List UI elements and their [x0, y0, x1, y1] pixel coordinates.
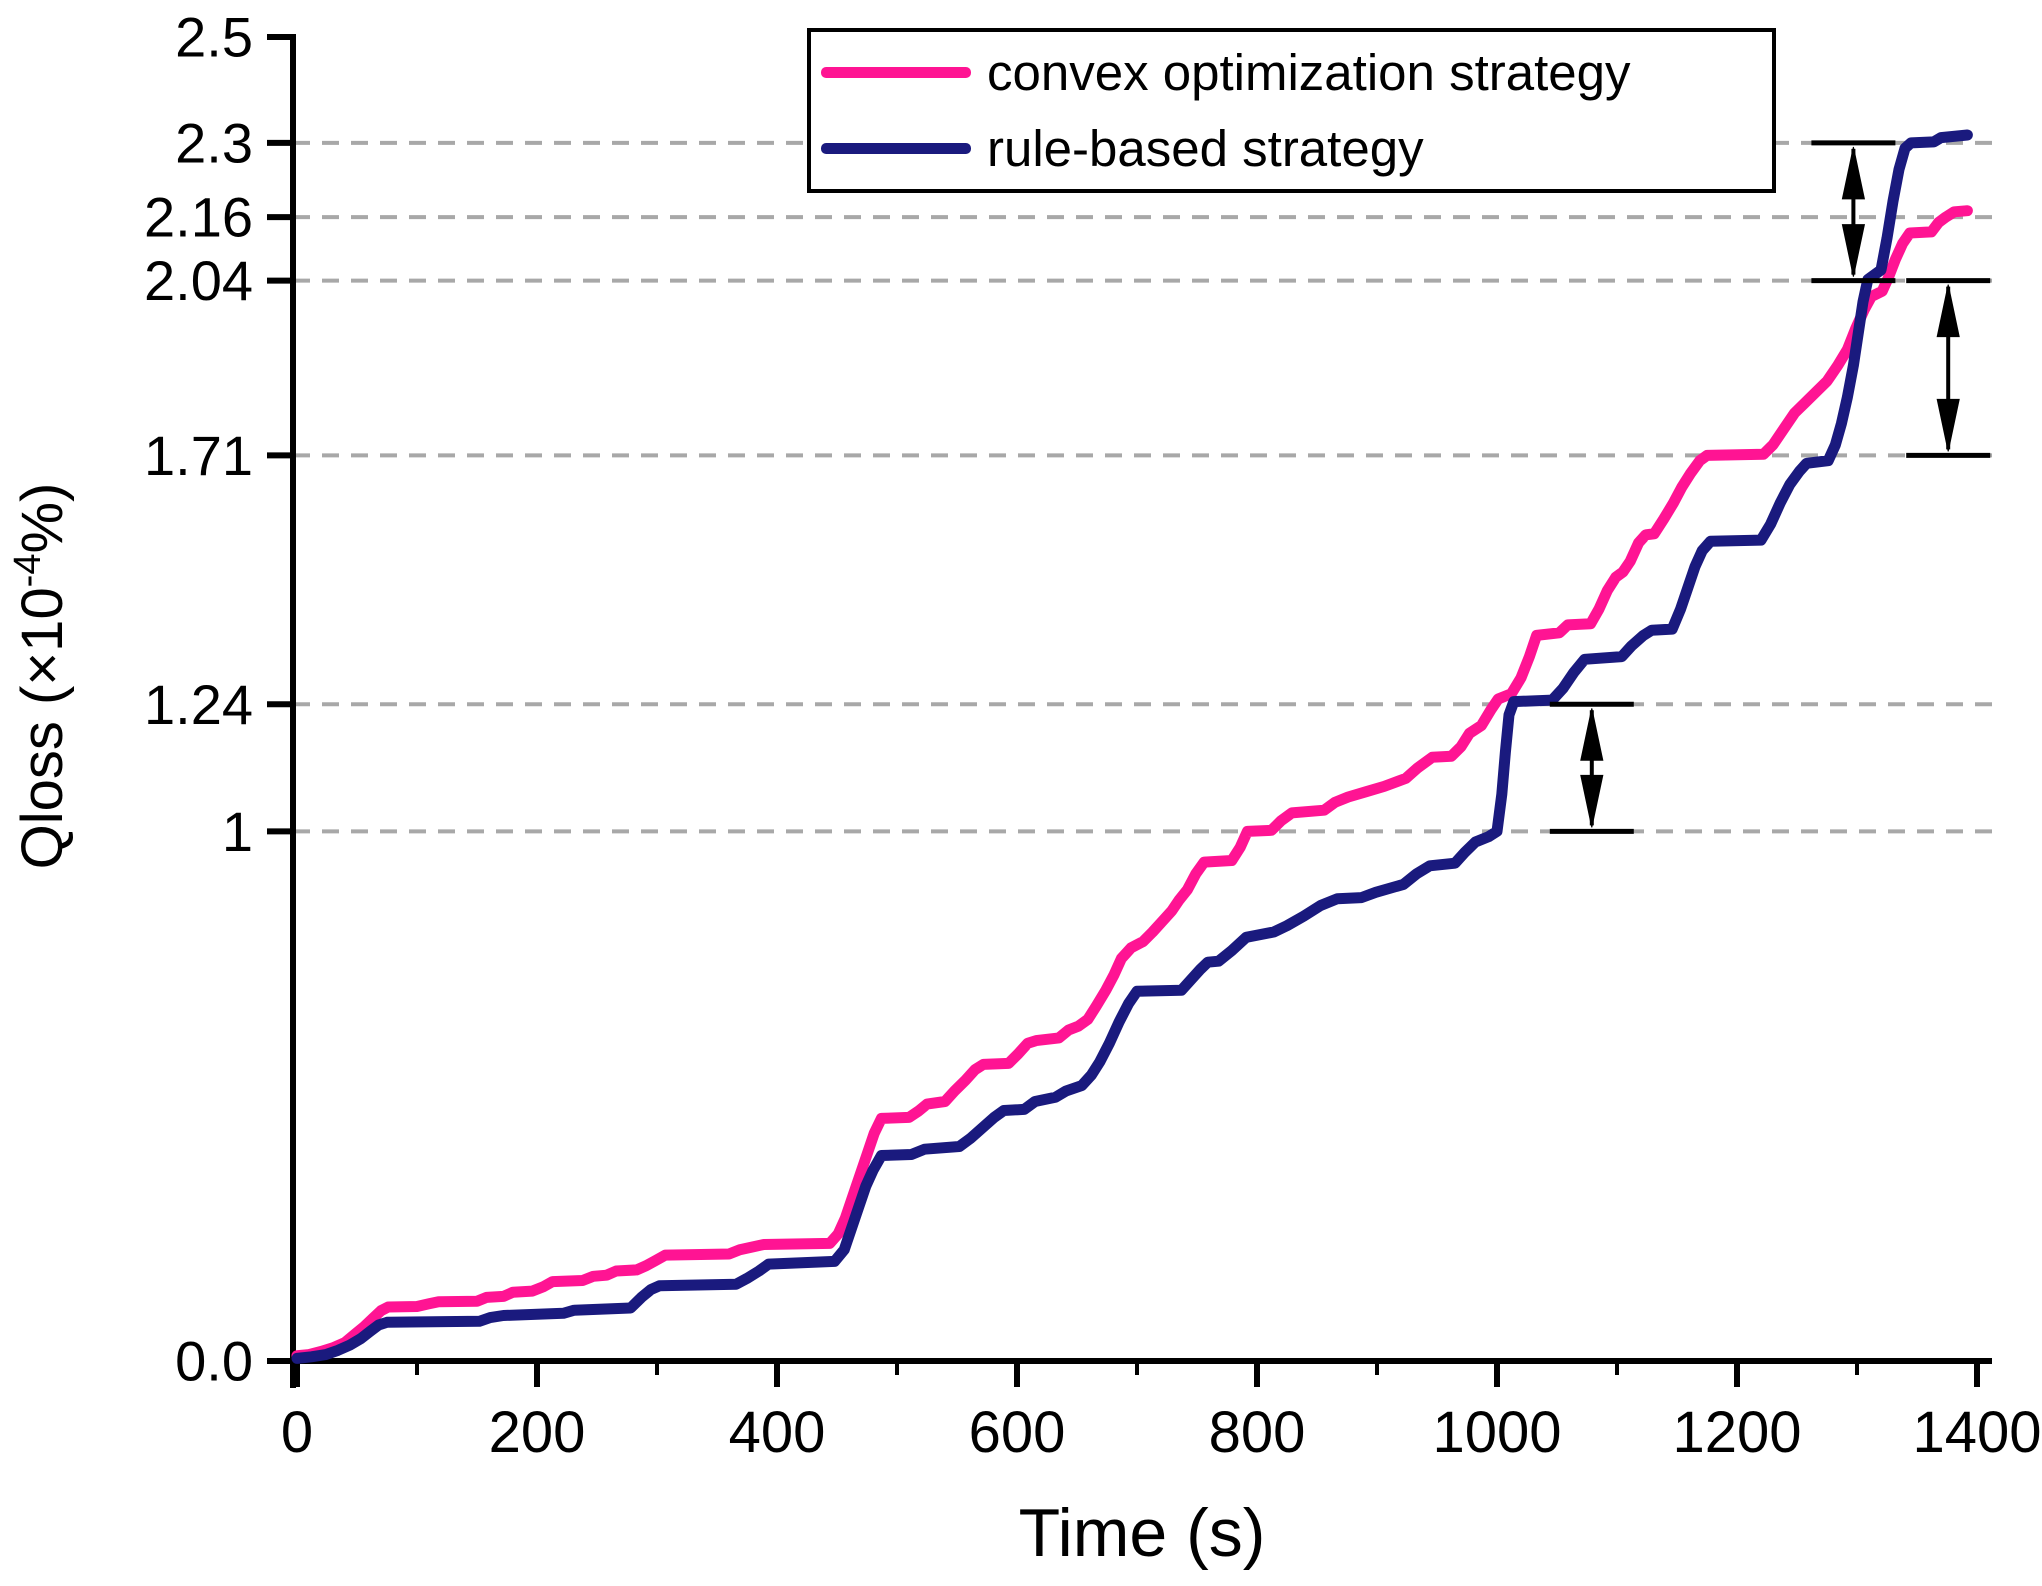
y-tick-label-1.71: 1.71	[144, 424, 253, 487]
legend: convex optimization strategy rule-based …	[807, 28, 1776, 193]
y-tick-label-2.5: 2.5	[175, 6, 253, 69]
gridlines	[293, 140, 1992, 834]
range-arrow-1	[1811, 140, 1896, 284]
legend-label-rule-based: rule-based strategy	[987, 120, 1424, 177]
legend-row-convex: convex optimization strategy	[811, 35, 1772, 111]
y-tick-label-2.3: 2.3	[175, 111, 253, 174]
y-tick-label-2.16: 2.16	[144, 186, 253, 249]
x-axis-title: Time (s)	[1019, 1495, 1266, 1571]
legend-row-rule-based: rule-based strategy	[811, 111, 1772, 187]
x-tick-label-200: 200	[489, 1400, 586, 1465]
legend-label-convex: convex optimization strategy	[987, 44, 1631, 101]
x-tick-label-1000: 1000	[1432, 1400, 1561, 1465]
arrowhead-down	[1936, 398, 1960, 452]
y-ticks: 0.0 1 1.24 1.71 2.042.16 2.3 2.5	[144, 6, 293, 1393]
x-tick-label-1400: 1400	[1912, 1400, 2041, 1465]
arrowhead-up	[1580, 708, 1604, 761]
y-tick-label-2.04: 2.04	[144, 249, 253, 312]
x-tick-label-800: 800	[1209, 1400, 1306, 1465]
y-axis-title: Qloss (×10-4%)	[7, 483, 75, 870]
x-tick-label-1200: 1200	[1672, 1400, 1801, 1465]
range-arrow-2	[1906, 278, 1991, 458]
x-ticks: 0 200 400 600 800 1000 1200 1400	[281, 1361, 2042, 1465]
arrowhead-up	[1841, 146, 1866, 200]
axes	[290, 34, 1992, 1388]
series-line-convex-optimization	[291, 205, 1973, 1362]
x-tick-label-600: 600	[969, 1400, 1066, 1465]
arrowhead-down	[1841, 224, 1866, 277]
arrowhead-up	[1936, 284, 1960, 338]
y-tick-label-1: 1	[222, 800, 253, 863]
series-line-rule-based	[291, 129, 1973, 1364]
range-arrow-3	[1549, 701, 1634, 834]
y-tick-label-0.0: 0.0	[175, 1330, 253, 1393]
convex-strategy-line-swatch	[821, 67, 971, 78]
x-tick-label-0: 0	[281, 1400, 313, 1465]
y-tick-label-1.24: 1.24	[144, 673, 253, 736]
rule-based-strategy-line-swatch	[821, 143, 971, 154]
x-tick-label-400: 400	[729, 1400, 826, 1465]
arrowhead-down	[1580, 774, 1604, 828]
